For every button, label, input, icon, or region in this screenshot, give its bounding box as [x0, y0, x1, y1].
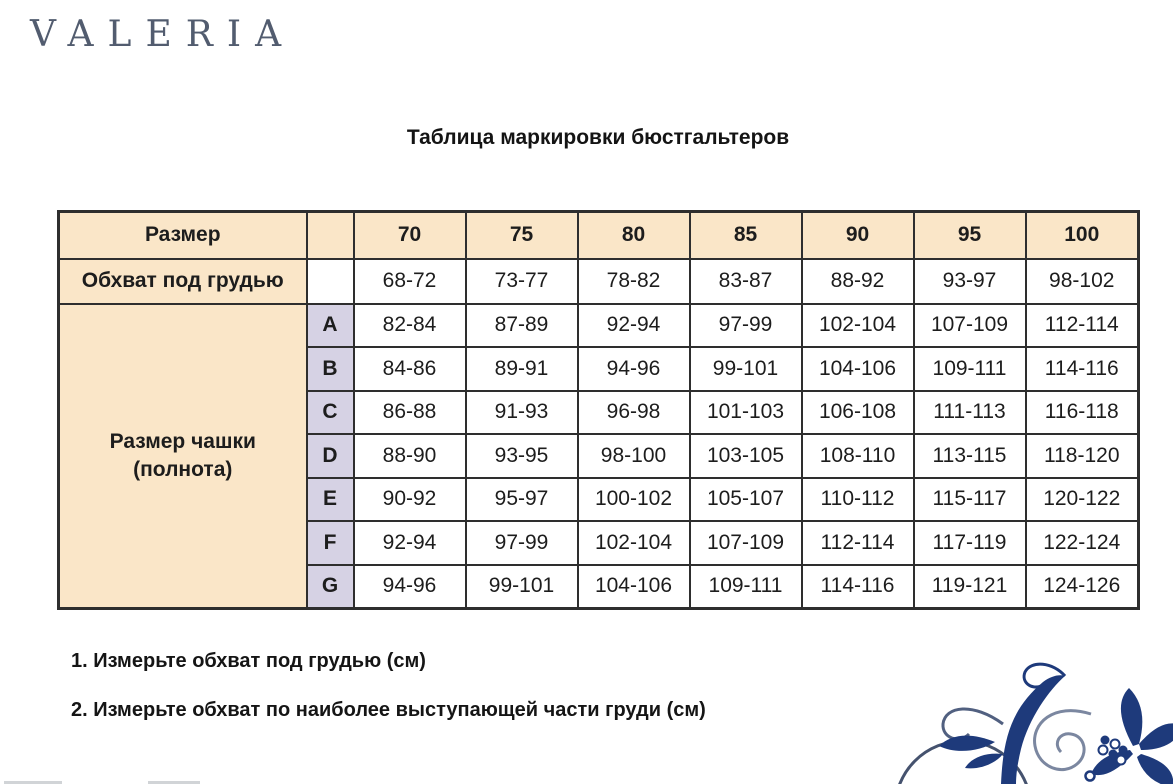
underbust-value: 93-97	[912, 257, 1027, 305]
cup-value: 117-119	[912, 520, 1027, 566]
measurement-instructions: 1. Измерьте обхват под грудью (см) 2. Из…	[71, 650, 706, 748]
cup-letter: C	[305, 389, 355, 435]
cup-value: 113-115	[912, 433, 1027, 479]
table-row-cup-f: F 92-94 97-99 102-104 107-109 112-114 11…	[59, 520, 1140, 566]
cup-value: 96-98	[576, 389, 691, 435]
cup-value: 118-120	[1024, 433, 1140, 479]
underbust-value: 88-92	[800, 257, 915, 305]
cup-value: 109-111	[688, 563, 803, 609]
cup-value: 106-108	[800, 389, 915, 435]
cup-value: 88-90	[352, 433, 467, 479]
size-value: 85	[688, 210, 803, 260]
cup-value: 84-86	[352, 346, 467, 392]
cup-value: 110-112	[800, 476, 915, 522]
table-row-cup-a: Размер чашки (полнота) A 82-84 87-89 92-…	[57, 302, 1140, 609]
cutoff-text-fragment	[4, 781, 62, 784]
cup-value: 100-102	[576, 476, 691, 522]
cup-value: 112-114	[800, 520, 915, 566]
cup-value: 114-116	[1024, 346, 1140, 392]
size-chart-table: Размер 70 75 80 85 90 95 100 Обхват под …	[57, 210, 1140, 610]
underbust-value: 78-82	[576, 257, 691, 305]
cup-value: 89-91	[464, 346, 579, 392]
cup-value: 116-118	[1024, 389, 1140, 435]
cup-value: 109-111	[912, 346, 1027, 392]
cup-label-line2: (полнота)	[133, 457, 233, 481]
cup-value: 102-104	[576, 520, 691, 566]
cup-value: 108-110	[800, 433, 915, 479]
cup-value: 101-103	[688, 389, 803, 435]
brand-logo: VALERIA	[30, 14, 296, 55]
underbust-value: 83-87	[688, 257, 803, 305]
table-row-size: Размер 70 75 80 85 90 95 100	[57, 210, 1140, 260]
floral-swirl-ornament-icon	[898, 662, 1173, 784]
cup-letter: G	[305, 563, 355, 609]
size-value: 75	[464, 210, 579, 260]
underbust-row-label: Обхват под грудью	[57, 257, 308, 305]
cup-value: 98-100	[576, 433, 691, 479]
underbust-value: 68-72	[352, 257, 467, 305]
cup-value: 92-94	[576, 302, 691, 348]
table-row-cup-e: E 90-92 95-97 100-102 105-107 110-112 11…	[59, 476, 1140, 522]
cup-value: 120-122	[1024, 476, 1140, 522]
table-row-cup-b: B 84-86 89-91 94-96 99-101 104-106 109-1…	[59, 346, 1140, 392]
cup-value: 107-109	[912, 302, 1027, 348]
underbust-value: 98-102	[1024, 257, 1140, 305]
cup-value: 95-97	[464, 476, 579, 522]
empty-cell	[305, 257, 355, 305]
size-value: 95	[912, 210, 1027, 260]
cup-value: 122-124	[1024, 520, 1140, 566]
cup-value: 111-113	[912, 389, 1027, 435]
size-value: 100	[1024, 210, 1140, 260]
cup-value: 92-94	[352, 520, 467, 566]
cup-value: 102-104	[800, 302, 915, 348]
cup-letter: E	[305, 476, 355, 522]
cup-value: 104-106	[576, 563, 691, 609]
cup-label-line1: Размер чашки	[109, 430, 256, 454]
cup-value: 93-95	[464, 433, 579, 479]
cup-value: 103-105	[688, 433, 803, 479]
cup-value: 105-107	[688, 476, 803, 522]
cup-value: 107-109	[688, 520, 803, 566]
cup-size-row-label: Размер чашки (полнота)	[57, 302, 308, 609]
instruction-step-1: 1. Измерьте обхват под грудью (см)	[71, 650, 426, 672]
cup-value: 99-101	[464, 563, 579, 609]
cup-value: 115-117	[912, 476, 1027, 522]
cup-value: 86-88	[352, 389, 467, 435]
instruction-step-2: 2. Измерьте обхват по наиболее выступающ…	[71, 699, 706, 721]
cup-letter: D	[305, 433, 355, 479]
size-value: 70	[352, 210, 467, 260]
page-title: Таблица маркировки бюстгальтеров	[406, 126, 790, 149]
cup-value: 94-96	[352, 563, 467, 609]
cup-letter: B	[305, 346, 355, 392]
cup-value: 119-121	[912, 563, 1027, 609]
cup-value: 112-114	[1024, 302, 1140, 348]
size-value: 80	[576, 210, 691, 260]
cup-value: 104-106	[800, 346, 915, 392]
cup-value: 94-96	[576, 346, 691, 392]
cup-value: 82-84	[352, 302, 467, 348]
size-value: 90	[800, 210, 915, 260]
cup-value: 124-126	[1024, 563, 1140, 609]
cup-value: 90-92	[352, 476, 467, 522]
cup-value: 97-99	[464, 520, 579, 566]
cutoff-text-fragment	[148, 781, 200, 784]
table-row-cup-d: D 88-90 93-95 98-100 103-105 108-110 113…	[59, 433, 1140, 479]
cup-value: 97-99	[688, 302, 803, 348]
cup-letter: A	[305, 302, 355, 348]
cup-letter: F	[305, 520, 355, 566]
table-row-underbust: Обхват под грудью 68-72 73-77 78-82 83-8…	[57, 257, 1140, 305]
cup-value: 87-89	[464, 302, 579, 348]
table-row-cup-c: C 86-88 91-93 96-98 101-103 106-108 111-…	[59, 389, 1140, 435]
underbust-value: 73-77	[464, 257, 579, 305]
cup-value: 91-93	[464, 389, 579, 435]
cup-value: 99-101	[688, 346, 803, 392]
table-row-cup-g: G 94-96 99-101 104-106 109-111 114-116 1…	[59, 563, 1140, 609]
size-row-label: Размер	[57, 210, 308, 260]
empty-corner-cell	[305, 210, 355, 260]
cup-value: 114-116	[800, 563, 915, 609]
